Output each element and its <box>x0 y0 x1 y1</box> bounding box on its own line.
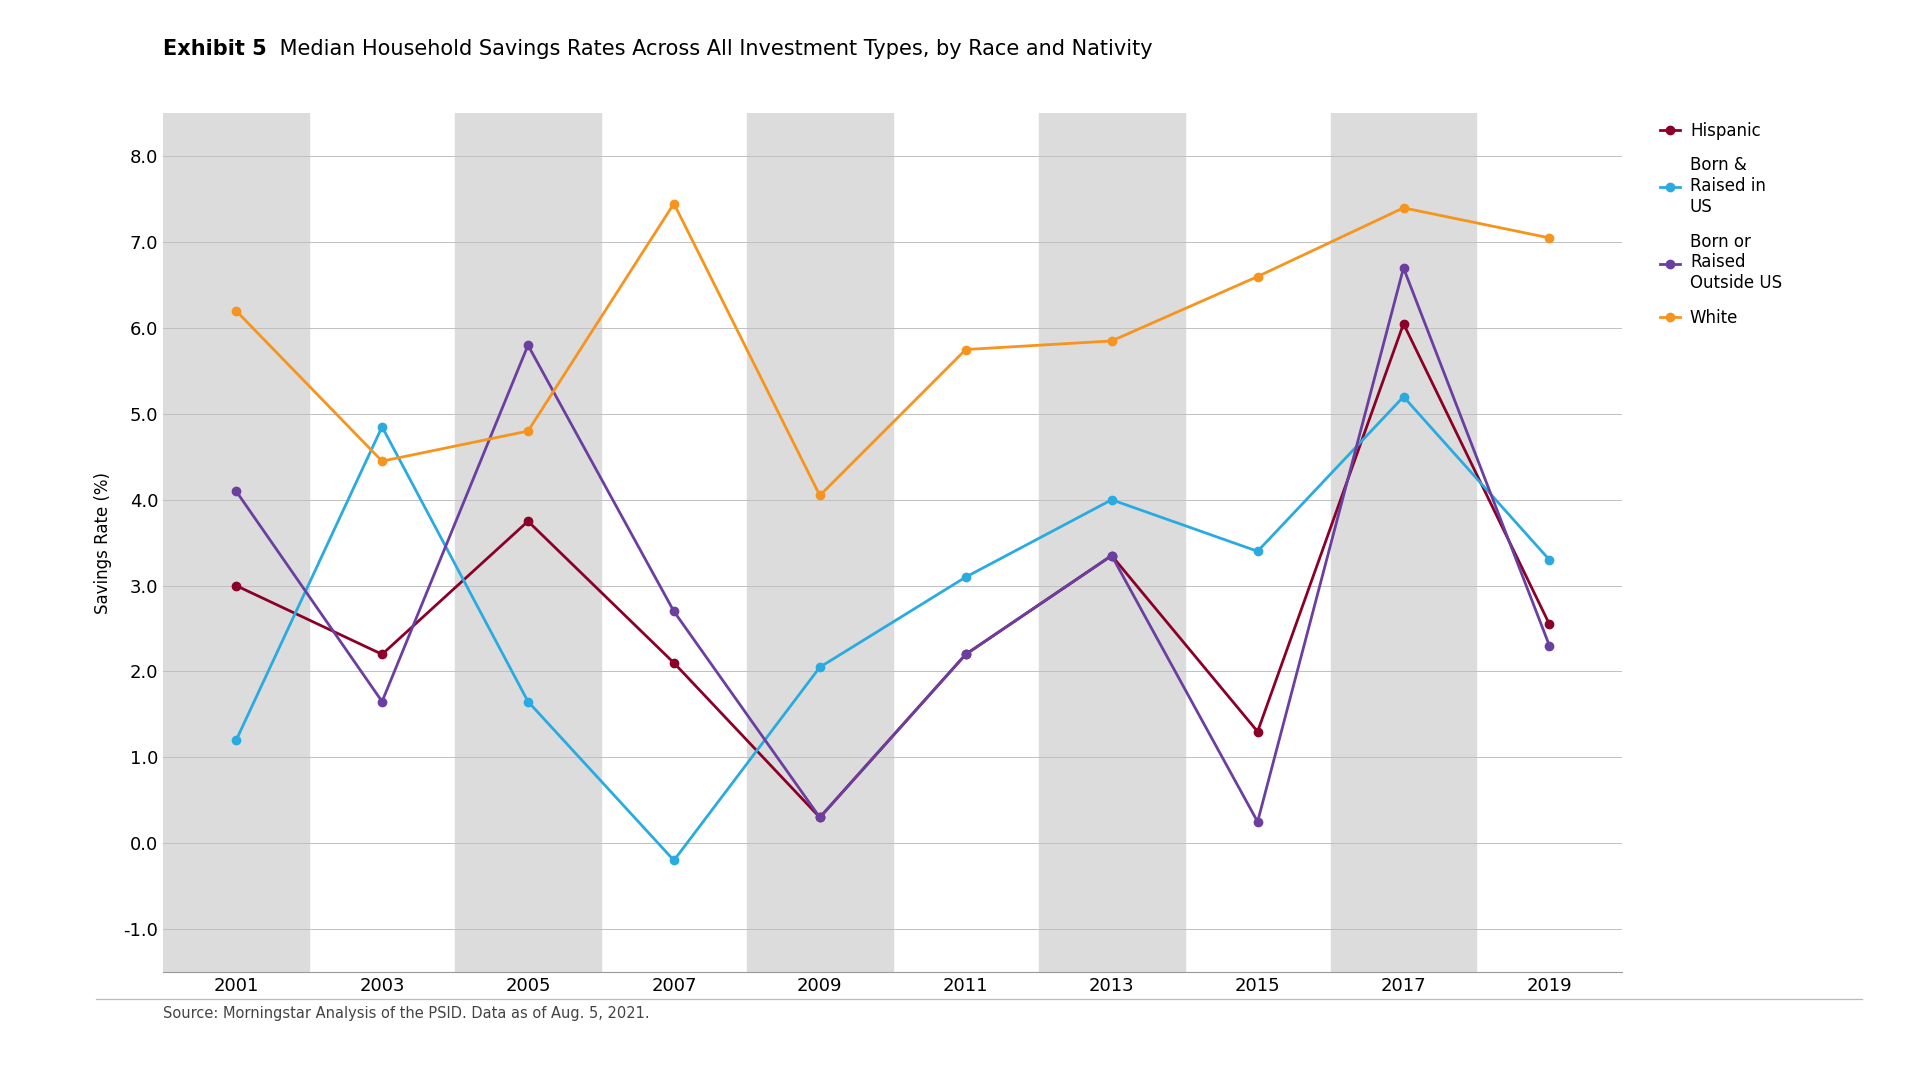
Bar <box>747 113 893 972</box>
Born & Raised in US <box>1246 544 1269 557</box>
Legend: Hispanic, Born &
Raised in
US, Born or
Raised
Outside US, White: Hispanic, Born & Raised in US, Born or R… <box>1661 122 1782 327</box>
Text: Median Household Savings Rates Across All Investment Types, by Race and Nativity: Median Household Savings Rates Across Al… <box>273 39 1152 59</box>
Born or Raised Outside US <box>516 339 540 352</box>
Hispanic <box>516 515 540 528</box>
Born or Raised Outside US <box>662 605 685 618</box>
Born or Raised Outside US <box>225 485 248 498</box>
Born & Raised in US <box>954 570 977 583</box>
Text: Exhibit 5: Exhibit 5 <box>163 39 267 59</box>
Hispanic <box>662 657 685 670</box>
Hispanic <box>225 579 248 592</box>
Text: Source: Morningstar Analysis of the PSID. Data as of Aug. 5, 2021.: Source: Morningstar Analysis of the PSID… <box>163 1005 649 1021</box>
Born or Raised Outside US <box>1246 815 1269 828</box>
Born & Raised in US <box>1100 494 1123 507</box>
White <box>1100 335 1123 348</box>
Born or Raised Outside US <box>954 648 977 661</box>
Bar <box>455 113 601 972</box>
Born or Raised Outside US <box>808 811 831 824</box>
White <box>225 305 248 318</box>
Hispanic <box>1100 549 1123 562</box>
Line: White: White <box>232 200 1553 500</box>
Bar <box>1039 113 1185 972</box>
Born & Raised in US <box>808 661 831 674</box>
Born & Raised in US <box>1392 390 1415 403</box>
Hispanic <box>1392 318 1415 330</box>
Born or Raised Outside US <box>1538 639 1561 652</box>
White <box>516 424 540 437</box>
Born & Raised in US <box>1538 553 1561 566</box>
White <box>954 343 977 356</box>
White <box>1392 201 1415 214</box>
Line: Born & Raised in US: Born & Raised in US <box>232 392 1553 865</box>
Born or Raised Outside US <box>371 696 394 708</box>
Hispanic <box>371 648 394 661</box>
Hispanic <box>808 811 831 824</box>
Line: Hispanic: Hispanic <box>232 320 1553 822</box>
White <box>371 455 394 468</box>
Bar <box>1331 113 1476 972</box>
Born & Raised in US <box>662 854 685 867</box>
White <box>808 489 831 502</box>
Hispanic <box>954 648 977 661</box>
White <box>1538 231 1561 244</box>
Born or Raised Outside US <box>1392 261 1415 274</box>
Y-axis label: Savings Rate (%): Savings Rate (%) <box>94 472 113 613</box>
Born & Raised in US <box>516 696 540 708</box>
Line: Born or Raised Outside US: Born or Raised Outside US <box>232 264 1553 826</box>
White <box>1246 270 1269 283</box>
Bar <box>163 113 309 972</box>
White <box>662 197 685 210</box>
Hispanic <box>1538 618 1561 631</box>
Born & Raised in US <box>371 420 394 433</box>
Hispanic <box>1246 725 1269 738</box>
Born or Raised Outside US <box>1100 549 1123 562</box>
Born & Raised in US <box>225 733 248 746</box>
